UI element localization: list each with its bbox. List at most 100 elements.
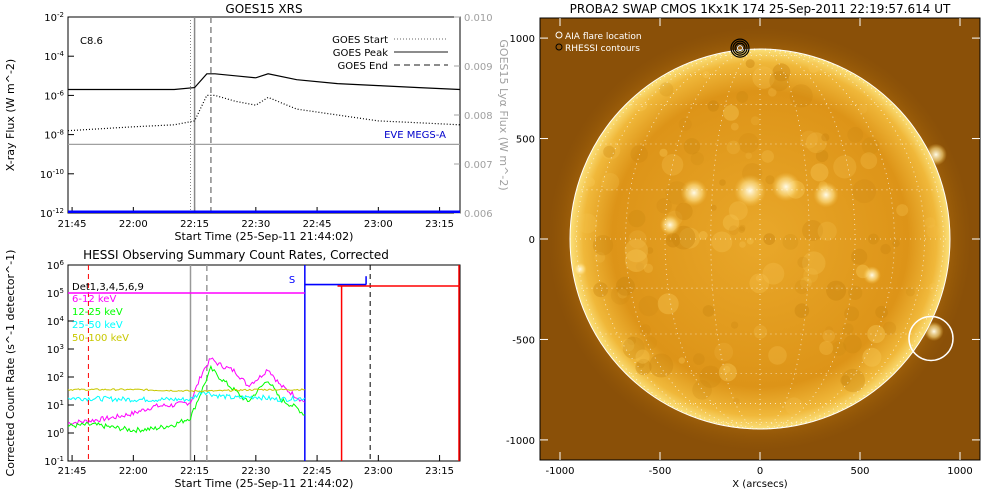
disk-mottle: [679, 227, 700, 249]
disk-mottle: [875, 305, 888, 319]
disk-mottle: [692, 380, 712, 400]
goes-time-markers: [190, 17, 212, 213]
active-region: [924, 321, 944, 342]
rhessi-fov-circle: [908, 315, 954, 362]
hessi-x-tick-label: 23:00: [364, 466, 393, 477]
disk-mottle: [745, 152, 752, 159]
hessi-panel: HESSI Observing Summary Count Rates, Cor…: [4, 248, 461, 490]
goes-x-tick-label: 23:15: [425, 219, 454, 230]
swap-x-tick-label: 500: [850, 466, 869, 477]
disk-mottle: [707, 100, 719, 112]
disk-mottle: [847, 126, 864, 143]
goes-y-right-axis-label: GOES15 Lyα Flux (W m^-2): [497, 39, 510, 190]
disk-mottle: [834, 284, 842, 291]
active-region: [680, 179, 708, 207]
goes-right-tick-label: 0.008: [464, 111, 493, 122]
disk-mottle: [585, 177, 595, 187]
hessi-series-25-50-kev: [68, 390, 306, 403]
disk-mottle: [905, 287, 915, 297]
disk-mottle: [730, 122, 739, 131]
goes-xrs-panel: GOES15 XRS 10-12 10-10 10-8 10-6 10-4 10-2 0.…: [4, 2, 510, 243]
disk-mottle: [817, 221, 837, 241]
disk-mottle: [785, 397, 803, 416]
heliographic-grid: [570, 48, 950, 430]
disk-mottle: [646, 247, 654, 254]
disk-mottle: [815, 149, 829, 163]
disk-mottle: [656, 198, 672, 214]
disk-mottle: [635, 262, 645, 271]
goes-legend-label: GOES Start: [332, 35, 388, 46]
disk-mottle: [728, 225, 739, 236]
disk-mottle: [702, 305, 715, 317]
disk-mottle: [844, 306, 859, 322]
disk-mottle: [638, 295, 659, 317]
disk-mottle: [822, 329, 836, 343]
disk-mottle: [600, 139, 621, 160]
disk-mottle: [628, 209, 646, 228]
swap-y-tick-label: 1000: [510, 34, 535, 45]
swap-image-panel: PROBA2 SWAP CMOS 1Kx1K 174 25-Sep-2011 2…: [506, 2, 981, 490]
goes-left-axis: 10-12 10-10 10-8 10-6 10-4 10-2: [40, 11, 74, 220]
hessi-legend-label: 25-50 keV: [72, 320, 123, 331]
disk-mottle: [633, 97, 648, 112]
disk-mottle: [841, 368, 865, 393]
disk-mottle: [714, 342, 734, 362]
hessi-series-12-25-kev: [68, 364, 305, 434]
goes-right-tick-label: 0.010: [464, 13, 493, 24]
disk-mottle: [752, 66, 775, 89]
disk-mottle: [722, 214, 740, 231]
hessi-x-tick-label: 21:45: [58, 466, 87, 477]
goes-y-tick-label: 10-12: [40, 207, 64, 220]
grid-longitude: [710, 48, 761, 430]
active-region: [813, 182, 839, 208]
grid-longitude: [759, 48, 925, 430]
rhessi-contour: [730, 38, 750, 58]
swap-legend-marker: [555, 31, 563, 39]
goes-right-tick-label: 0.006: [464, 209, 493, 220]
hessi-x-axis-label: Start Time (25-Sep-11 21:44:02): [175, 477, 354, 490]
disk-mottle: [723, 105, 739, 121]
disk-mottle: [659, 82, 674, 97]
disk-mottle: [896, 204, 909, 217]
swap-legend-label: RHESSI contours: [565, 44, 640, 54]
hessi-y-tick-label: 106: [47, 259, 65, 272]
disk-mottle: [794, 303, 810, 319]
active-region: [925, 143, 947, 166]
disk-mottle: [719, 179, 726, 186]
hessi-s-annotation: S: [289, 275, 295, 286]
disk-mottle: [831, 341, 847, 356]
swap-y-tick-label: 500: [516, 135, 535, 146]
goes-x-tick-label: 22:45: [303, 219, 332, 230]
goes-y-tick-label: 10-2: [44, 11, 64, 24]
hessi-series-6-12-kev: [68, 357, 306, 426]
disk-mottle: [665, 232, 681, 248]
disk-mottle: [710, 204, 717, 211]
grid-longitude: [664, 48, 761, 430]
goes-x-tick-label: 23:00: [364, 219, 393, 230]
swap-image-axes: -1000 -500 0 500 1000 -1000 -500 0 500 1000: [506, 18, 980, 477]
disk-mottle: [880, 243, 891, 255]
disk-mottle: [789, 84, 813, 108]
active-region: [734, 174, 766, 207]
disk-mottle: [738, 226, 745, 233]
goes-right-axis: 0.006 0.007 0.008 0.009 0.010: [454, 13, 493, 220]
hessi-y-axis: 10-1 100 101 102 103 104 105 106: [44, 259, 74, 468]
disk-mottle: [693, 353, 705, 365]
goes-y-right-axis-label-text: GOES15 Lyα Flux (W m^-2): [497, 39, 510, 190]
disk-mottle: [761, 150, 774, 163]
goes-x-axis-label: Start Time (25-Sep-11 21:44:02): [175, 230, 354, 243]
disk-mottle: [808, 61, 820, 73]
disk-mottle: [683, 138, 701, 155]
disk-mottle: [803, 268, 819, 283]
goes-x-axis: 21:45 22:00 22:15 22:30 22:45 23:00 23:15: [58, 207, 454, 230]
disk-mottle: [723, 365, 731, 374]
hessi-legend: Det1,3,4,5,6,96-12 keV 12-25 keV 25-50 keV…: [72, 282, 144, 344]
disk-mottle: [644, 336, 657, 350]
hessi-x-axis: 21:45 22:00 22:15 22:30 22:45 23:00 23:15: [58, 455, 454, 477]
disk-mottle: [800, 130, 818, 149]
goes-legend: GOES Start GOES Peak GOES End: [332, 35, 448, 72]
goes-x-tick-label: 22:30: [241, 219, 270, 230]
disk-mottle: [690, 152, 704, 166]
disk-mottle: [755, 274, 763, 282]
hessi-series-50-100-kev: [68, 388, 305, 393]
